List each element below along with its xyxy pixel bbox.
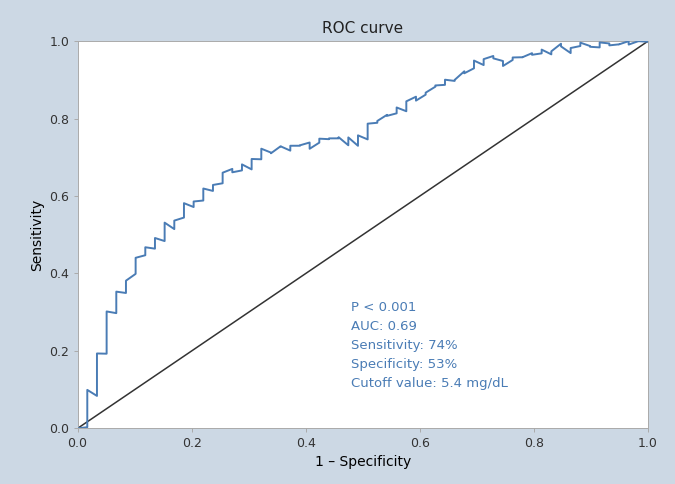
X-axis label: 1 – Specificity: 1 – Specificity	[315, 455, 411, 469]
Title: ROC curve: ROC curve	[322, 21, 404, 36]
Y-axis label: Sensitivity: Sensitivity	[30, 198, 44, 271]
Text: P < 0.001
AUC: 0.69
Sensitivity: 74%
Specificity: 53%
Cutoff value: 5.4 mg/dL: P < 0.001 AUC: 0.69 Sensitivity: 74% Spe…	[352, 301, 508, 390]
